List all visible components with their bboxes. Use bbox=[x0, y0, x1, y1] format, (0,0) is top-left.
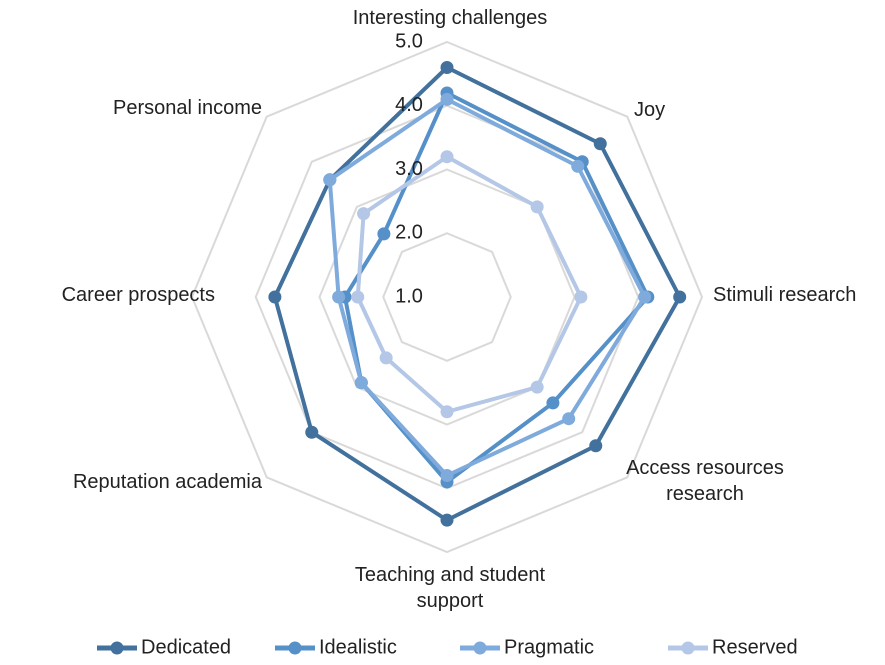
category-label: Access resources research bbox=[626, 457, 784, 505]
legend-label: Pragmatic bbox=[504, 636, 594, 658]
data-point bbox=[530, 380, 544, 394]
category-label: Reputation academia bbox=[72, 471, 262, 493]
data-point bbox=[440, 405, 454, 419]
data-point bbox=[377, 227, 391, 241]
data-point bbox=[440, 92, 454, 106]
data-point bbox=[571, 159, 585, 173]
series-line bbox=[327, 97, 647, 478]
data-point bbox=[351, 290, 365, 304]
data-point bbox=[268, 290, 282, 304]
category-label: Stimuli research bbox=[713, 284, 857, 306]
data-point bbox=[562, 412, 576, 426]
data-point bbox=[357, 207, 371, 221]
tick-label: 3.0 bbox=[395, 158, 423, 180]
category-label: Joy bbox=[634, 99, 666, 121]
data-point bbox=[530, 200, 544, 214]
data-point bbox=[593, 137, 607, 151]
legend-marker bbox=[681, 641, 695, 655]
data-point bbox=[354, 376, 368, 390]
data-point bbox=[589, 439, 603, 453]
legend-marker bbox=[473, 641, 487, 655]
data-point bbox=[440, 469, 454, 482]
data-point bbox=[673, 290, 687, 304]
grid-ring bbox=[382, 232, 512, 362]
category-label: Career prospects bbox=[61, 284, 215, 306]
category-label: Interesting challenges bbox=[352, 7, 548, 29]
tick-label: 5.0 bbox=[395, 30, 423, 52]
tick-label: 1.0 bbox=[395, 285, 423, 307]
data-point bbox=[638, 290, 652, 304]
category-label: Personal income bbox=[113, 97, 262, 119]
data-point bbox=[440, 513, 454, 527]
legend-marker bbox=[110, 641, 124, 655]
data-point bbox=[574, 290, 588, 304]
legend-label: Reserved bbox=[712, 636, 798, 658]
legend-label: Idealistic bbox=[319, 636, 397, 658]
tick-label: 4.0 bbox=[395, 94, 423, 116]
data-point bbox=[440, 61, 454, 74]
data-point bbox=[332, 290, 346, 304]
data-point bbox=[323, 173, 337, 187]
data-point bbox=[305, 425, 319, 439]
category-label: Teaching and student support bbox=[354, 564, 546, 612]
tick-label: 2.0 bbox=[395, 222, 423, 244]
series-line bbox=[355, 154, 583, 414]
data-point bbox=[546, 396, 560, 410]
grid-ring bbox=[190, 40, 704, 554]
data-point bbox=[440, 150, 454, 164]
data-point bbox=[379, 351, 393, 365]
legend-label: Dedicated bbox=[141, 636, 231, 658]
legend-marker bbox=[288, 641, 302, 655]
